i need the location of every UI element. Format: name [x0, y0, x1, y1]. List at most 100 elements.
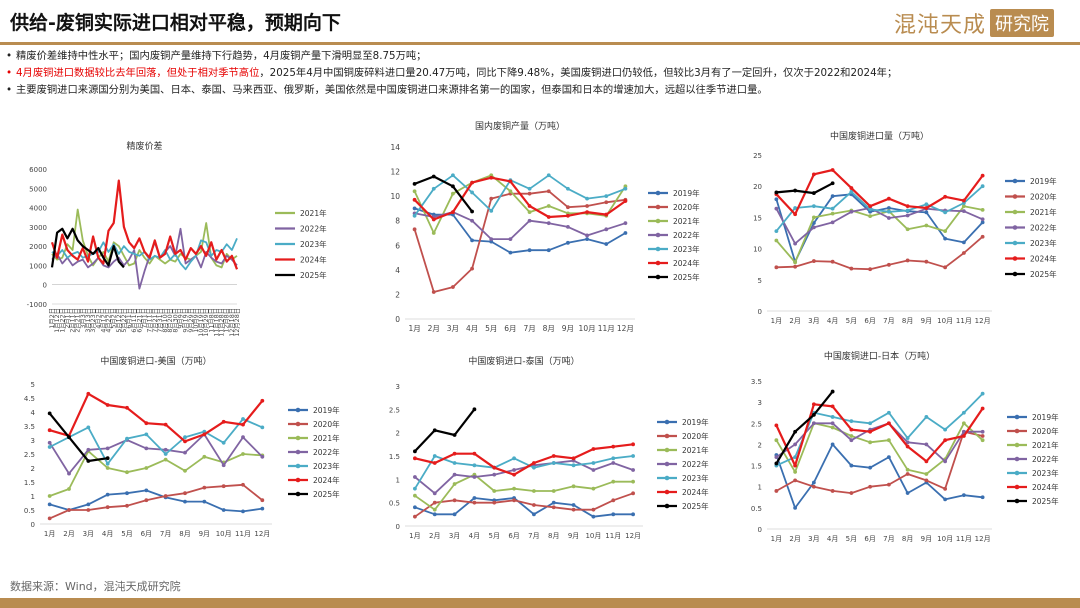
legend-label: 2025年 — [313, 489, 340, 499]
x-tick-label: 12月 — [625, 532, 641, 540]
bullet-list: • 精废价差维持中性水平；国内废铜产量维持下行趋势，4月废铜产量下滑明显至8.75… — [6, 48, 1076, 99]
data-point — [241, 482, 245, 487]
data-point — [905, 213, 910, 218]
data-point — [105, 492, 110, 497]
x-tick-label: 10月 — [216, 530, 232, 538]
chart-title: 中国废铜进口量（万吨） — [830, 130, 929, 142]
data-point — [489, 208, 494, 213]
series-line — [776, 393, 984, 467]
data-point — [260, 506, 265, 511]
y-tick-label: 5 — [31, 381, 35, 389]
legend-label: 2025年 — [673, 272, 700, 282]
legend-marker — [1012, 178, 1018, 184]
legend-label: 2024年 — [300, 255, 327, 265]
legend-label: 2022年 — [673, 230, 700, 240]
data-point — [811, 402, 816, 407]
data-point — [611, 444, 616, 449]
data-point — [546, 221, 551, 226]
data-point — [980, 429, 985, 434]
data-point — [566, 224, 570, 229]
x-tick-label: 9月 — [568, 532, 579, 540]
data-point — [241, 435, 245, 440]
x-tick-label: 3月23日 — [89, 308, 97, 333]
data-point — [431, 217, 436, 222]
data-point — [452, 451, 457, 456]
x-tick-label: 1月 — [771, 317, 782, 325]
legend-label: 2023年 — [673, 244, 700, 254]
legend-marker — [1014, 442, 1020, 448]
y-tick-label: 3000 — [29, 224, 47, 232]
series-line — [48, 433, 263, 475]
legend-marker — [1014, 498, 1020, 504]
logo-text: 混沌天成 — [893, 13, 986, 38]
data-point — [566, 205, 570, 210]
data-point — [571, 463, 576, 468]
data-point — [452, 472, 457, 477]
data-point — [961, 240, 966, 245]
data-point — [527, 218, 532, 223]
series-line — [414, 443, 634, 476]
data-point — [566, 240, 570, 245]
y-tick-label: 1000 — [29, 262, 47, 270]
data-point — [631, 454, 635, 458]
data-point — [924, 459, 929, 464]
data-point — [905, 467, 910, 472]
data-point — [183, 468, 187, 473]
data-point — [183, 450, 187, 455]
data-point — [546, 248, 551, 253]
x-tick-label: 12月18日 — [228, 308, 236, 337]
x-tick-label: 3月 — [808, 317, 819, 325]
data-point — [774, 197, 779, 202]
data-point — [125, 405, 129, 410]
data-point — [412, 197, 417, 202]
series-line — [414, 408, 476, 453]
data-point — [961, 410, 966, 415]
x-tick-label: 9月 — [199, 530, 210, 538]
data-point — [163, 422, 168, 427]
data-point — [202, 499, 207, 504]
x-tick-label: 10月 — [585, 532, 601, 540]
data-point — [508, 237, 513, 242]
x-tick-label: 7月 — [883, 317, 894, 325]
y-tick-label: 2 — [758, 441, 762, 449]
x-tick-label: 2月 — [789, 317, 800, 325]
chart-thailand: 中国废铜进口-泰国（万吨） 0 0.5 1 1.5 2 2.5 3 1月 2月 3月 4月 5月 6月 7月… — [389, 355, 709, 540]
data-point — [868, 465, 873, 470]
x-tick-label: 2月21日 — [74, 308, 82, 333]
data-point — [924, 472, 929, 476]
data-point — [546, 204, 551, 208]
data-point — [432, 428, 437, 433]
series-line — [414, 455, 634, 490]
data-point — [221, 440, 226, 445]
x-tick-label: 4月12日 — [99, 308, 107, 333]
data-point — [413, 449, 417, 454]
data-point — [451, 184, 455, 189]
chart-spread: 精废价差 -1000 0 1000 2000 3000 4000 5000 6000 1月2日1月… — [27, 140, 327, 337]
x-tick-label: 11月 — [605, 532, 621, 540]
data-point — [202, 485, 207, 490]
data-point — [886, 262, 891, 267]
data-point — [472, 463, 477, 468]
x-tick-label: 2月1日 — [63, 308, 71, 329]
legend-label: 2019年 — [1030, 176, 1057, 186]
legend-label: 2024年 — [313, 475, 340, 485]
x-tick-label: 8月 — [902, 535, 913, 543]
data-point — [811, 221, 816, 225]
x-tick-label: 3月 — [449, 532, 460, 540]
data-point — [47, 440, 52, 445]
data-point — [105, 456, 110, 461]
data-point — [412, 227, 417, 232]
data-point — [774, 238, 779, 243]
series-line — [775, 193, 984, 263]
data-point — [924, 442, 929, 447]
data-point — [47, 516, 52, 521]
x-tick-label: 1月22日 — [58, 308, 66, 333]
x-tick-label: 11月18日 — [212, 308, 220, 337]
data-point — [591, 447, 596, 451]
legend-marker — [664, 433, 670, 439]
data-point — [830, 259, 835, 264]
data-point — [631, 512, 635, 517]
data-point — [451, 191, 455, 196]
y-tick-label: 2 — [395, 290, 400, 299]
series-line — [775, 390, 834, 465]
